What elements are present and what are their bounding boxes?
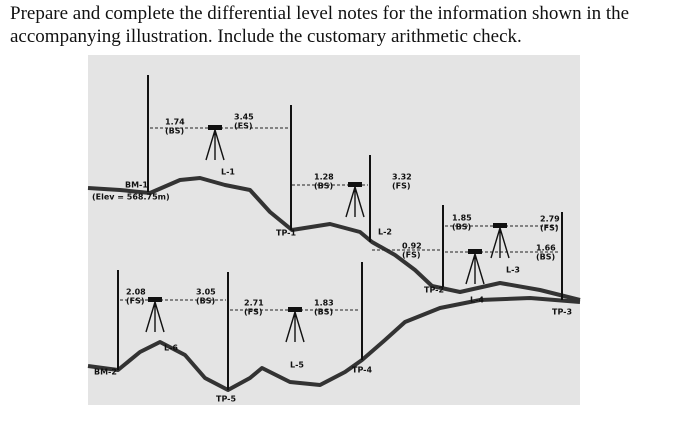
instrument-label: L-6 (164, 344, 178, 353)
reading-kind: (BS) (536, 253, 555, 262)
tripod (205, 129, 225, 161)
reading-value: 3.32 (392, 173, 412, 182)
tripod (345, 186, 365, 218)
turning-point-label: TP-2 (424, 286, 444, 295)
reading-value: 1.74 (165, 118, 185, 127)
reading-value: 1.85 (452, 214, 472, 223)
reading-value: 0.92 (402, 242, 422, 251)
reading-value: 2.71 (244, 299, 264, 308)
reading-kind: (FS) (244, 308, 263, 317)
instrument-label: L-5 (290, 361, 304, 370)
reading-kind: (BS) (165, 127, 184, 136)
turning-point-label: TP-3 (552, 308, 572, 317)
reading-value: 3.05 (196, 288, 216, 297)
tripod (490, 227, 510, 259)
reading-kind: (FS) (234, 122, 253, 131)
ground-bottom (87, 296, 581, 392)
turning-point-label: TP-5 (216, 395, 237, 404)
rods (117, 75, 563, 390)
instrument-head (348, 182, 362, 187)
reading-value: 2.08 (126, 288, 146, 297)
instrument-label: L-1 (221, 168, 235, 177)
tripod (285, 311, 305, 343)
reading-value: 1.83 (314, 299, 334, 308)
instrument-head (493, 223, 507, 228)
instrument-head (288, 307, 302, 312)
instrument-head (148, 297, 162, 302)
instrument-head (208, 125, 222, 130)
turning-point-label: TP-4 (352, 366, 373, 375)
tripod (465, 253, 485, 285)
instrument-label: L-2 (378, 228, 392, 237)
instrument-label: L-4 (470, 296, 484, 305)
ground-top (87, 176, 581, 302)
reading-kind: (BS) (314, 182, 333, 191)
reading-kind: (BS) (314, 308, 333, 317)
instrument-head (468, 249, 482, 254)
instruments (145, 125, 510, 343)
reading-kind: (FS) (402, 251, 421, 260)
reading-kind: (BS) (196, 297, 215, 306)
benchmark-label: BM-1 (125, 181, 148, 190)
reading-kind: (FS) (392, 182, 411, 191)
benchmark-label: BM-2 (94, 368, 117, 377)
reading-value: 3.45 (234, 113, 254, 122)
benchmark-elevation: (Elev = 568.75m) (92, 193, 170, 202)
question: Prepare and complete the differential le… (10, 3, 630, 47)
tripod (145, 301, 165, 333)
reading-kind: (FS) (540, 224, 559, 233)
turning-point-label: TP-1 (276, 229, 297, 238)
illustration-bg (88, 55, 580, 405)
reading-value: 1.28 (314, 173, 334, 182)
reading-kind: (FS) (126, 297, 145, 306)
reading-value: 1.66 (536, 244, 556, 253)
instrument-label: L-3 (506, 266, 520, 275)
reading-kind: (BS) (452, 223, 471, 232)
reading-value: 2.79 (540, 215, 560, 224)
